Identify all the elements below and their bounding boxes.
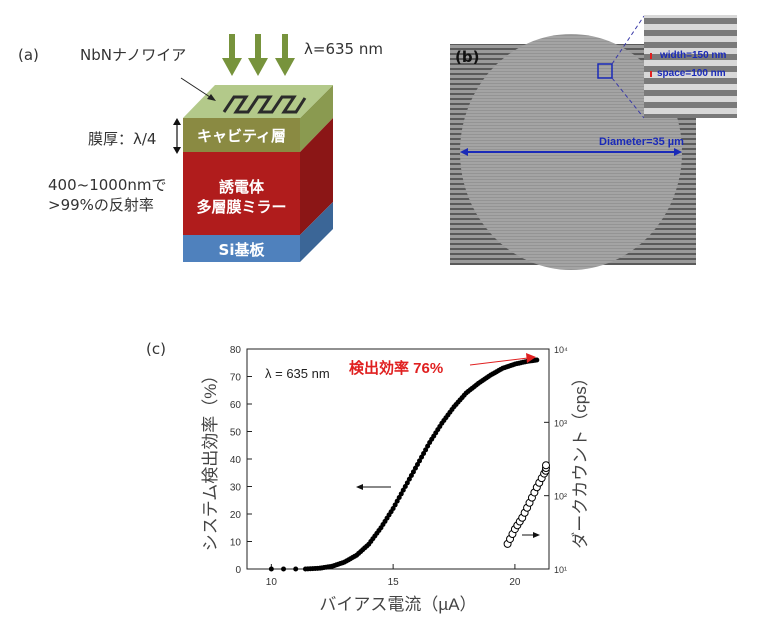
width-marker bbox=[650, 53, 652, 59]
x-tick-label: 15 bbox=[388, 577, 400, 588]
zoom-guide-line bbox=[611, 77, 645, 119]
efficiency-annotation: 検出効率 76% bbox=[349, 359, 443, 377]
x-tick-label: 10 bbox=[266, 577, 278, 588]
panel-a-label: (a) bbox=[18, 46, 39, 64]
nanowire-label: NbNナノワイア bbox=[80, 46, 187, 64]
substrate-front bbox=[183, 235, 300, 262]
y-tick-label: 80 bbox=[230, 345, 242, 356]
light-arrows-icon bbox=[222, 34, 295, 76]
sem-image bbox=[450, 15, 737, 270]
efficiency-point bbox=[406, 476, 412, 482]
inset-image bbox=[644, 15, 737, 118]
dark-count-point bbox=[542, 461, 550, 470]
thickness-label: 膜厚：λ/4 bbox=[88, 130, 157, 148]
mirror-line1: 誘電体 bbox=[218, 178, 264, 196]
efficiency-point bbox=[425, 443, 431, 449]
efficiency-point bbox=[398, 491, 404, 497]
efficiency-point bbox=[394, 498, 400, 504]
wavelength-annotation: λ = 635 nm bbox=[265, 366, 330, 381]
right-axis-arrow-icon bbox=[522, 532, 540, 538]
device-cube-diagram bbox=[173, 34, 333, 262]
x-axis-label: バイアス電流（µA） bbox=[319, 595, 476, 614]
cavity-front bbox=[183, 118, 300, 152]
wavelength-label: λ=635 nm bbox=[304, 40, 383, 58]
mirror-side bbox=[300, 118, 333, 235]
efficiency-point bbox=[293, 566, 299, 572]
zoom-region-box bbox=[597, 63, 613, 79]
top-face bbox=[183, 85, 333, 118]
y2-tick-label: 10⁴ bbox=[554, 345, 568, 355]
efficiency-point bbox=[392, 502, 398, 508]
x-tick-label: 20 bbox=[509, 577, 521, 588]
mirror-line2: 多層膜ミラー bbox=[196, 198, 287, 216]
space-label: space=100 nm bbox=[657, 68, 726, 79]
diameter-label: Diameter=35 µm bbox=[599, 136, 684, 148]
y-tick-label: 70 bbox=[230, 373, 242, 384]
efficiency-point bbox=[408, 473, 414, 478]
efficiency-point bbox=[421, 451, 427, 456]
efficiency-point bbox=[402, 484, 408, 489]
y-axis-label: システム検出効率（%） bbox=[201, 367, 220, 552]
width-label: width=150 nm bbox=[660, 50, 727, 61]
pointer-line bbox=[180, 77, 214, 100]
efficiency-point bbox=[390, 506, 396, 511]
efficiency-point bbox=[404, 480, 410, 486]
cavity-layer-label: キャビティ層 bbox=[196, 127, 287, 145]
efficiency-point bbox=[417, 458, 423, 464]
space-marker bbox=[650, 71, 652, 77]
panel-c-label: (c) bbox=[146, 340, 166, 358]
efficiency-point bbox=[419, 454, 425, 460]
efficiency-point bbox=[396, 495, 402, 500]
substrate-side bbox=[300, 202, 333, 262]
efficiency-point bbox=[423, 447, 429, 453]
y-tick-label: 0 bbox=[235, 565, 241, 576]
diameter-arrow-icon bbox=[460, 148, 682, 156]
plot-frame bbox=[246, 348, 550, 570]
nanowire-meander-icon bbox=[222, 95, 307, 114]
y2-tick-label: 10¹ bbox=[554, 565, 567, 575]
pointer-arrow-icon bbox=[207, 94, 216, 101]
y-tick-label: 50 bbox=[230, 428, 242, 439]
efficiency-point bbox=[410, 469, 416, 475]
efficiency-point bbox=[414, 462, 420, 467]
efficiency-point bbox=[412, 465, 418, 471]
y-tick-label: 60 bbox=[230, 400, 242, 411]
y-tick-label: 30 bbox=[230, 483, 242, 494]
mirror-front bbox=[183, 152, 300, 235]
y2-axis-label: ダークカウント（cps） bbox=[571, 369, 590, 548]
axis-ticks: 10 15 20 0 10 20 30 40 50 60 70 80 10¹ 10² 10³ 10⁴ bbox=[230, 345, 568, 588]
cavity-side bbox=[300, 85, 333, 152]
y2-tick-label: 10³ bbox=[554, 418, 567, 428]
substrate-label: Si基板 bbox=[218, 241, 265, 259]
y2-tick-label: 10² bbox=[554, 492, 567, 502]
thickness-double-arrow-icon bbox=[173, 118, 181, 154]
left-axis-arrow-icon bbox=[356, 484, 391, 490]
efficiency-point bbox=[534, 357, 540, 363]
panel-b-label: (b) bbox=[455, 48, 480, 66]
reflectance-line1: 400~1000nmで bbox=[48, 176, 167, 194]
reflectance-line2: >99%の反射率 bbox=[48, 196, 154, 214]
zoom-guide-line bbox=[611, 15, 645, 65]
y-tick-label: 20 bbox=[230, 510, 242, 521]
efficiency-point bbox=[400, 487, 406, 493]
efficiency-arrow-icon bbox=[469, 353, 536, 366]
y-tick-label: 10 bbox=[230, 538, 242, 549]
y-tick-label: 40 bbox=[230, 455, 242, 466]
efficiency-point bbox=[281, 566, 287, 572]
data-points bbox=[268, 357, 550, 572]
efficiency-point bbox=[268, 566, 274, 572]
